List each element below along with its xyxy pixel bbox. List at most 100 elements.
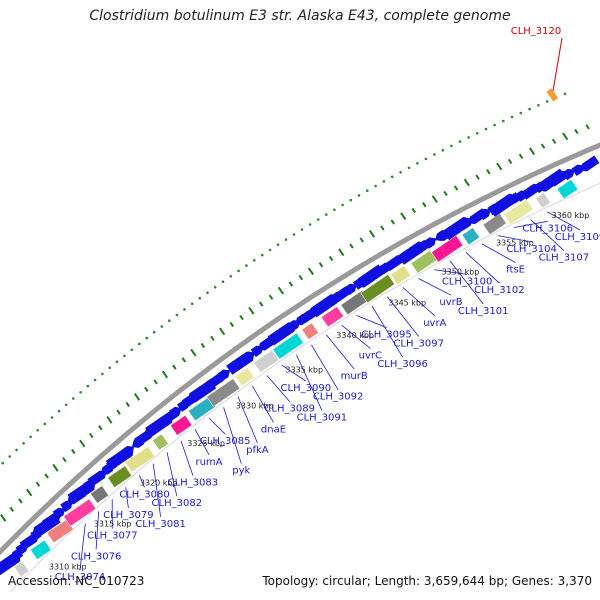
feature-block-shape (90, 485, 110, 504)
track-dot (366, 189, 369, 192)
track-tick (443, 190, 448, 197)
track-dot (484, 127, 488, 131)
label-leader (311, 344, 339, 390)
feature-block (124, 446, 156, 473)
track-tick (190, 348, 197, 357)
track-tick (144, 386, 149, 392)
feature-block (301, 322, 319, 340)
track-tick (307, 267, 314, 276)
gene-label: CLH_3097 (393, 339, 444, 350)
label-leader (326, 334, 355, 370)
track-tick (562, 132, 569, 141)
track-tick (585, 124, 590, 130)
track-dot (160, 325, 164, 328)
inner-guide (9, 182, 600, 593)
track-tick (106, 416, 113, 424)
feature-block (90, 485, 110, 504)
track-tick (338, 248, 345, 257)
gene-arrow (508, 192, 521, 204)
gene-arrow-shape (280, 320, 300, 337)
track-dot (341, 203, 344, 207)
feature-block (320, 306, 345, 328)
gene-label: CLH_3106 (522, 223, 573, 234)
gene-arrow-shape (580, 155, 600, 172)
track-dot (545, 100, 549, 103)
gene-label: CLH_3076 (71, 551, 122, 562)
label-leader (152, 463, 161, 517)
feature-block-shape (253, 349, 280, 373)
feature-block-shape (152, 433, 169, 451)
gene-arrow-shape (100, 463, 114, 475)
gene-arrow-shape (10, 548, 24, 560)
gene-label: pfkA (246, 445, 269, 456)
label-leader (497, 235, 532, 243)
gene-label: CLH_3089 (264, 404, 315, 415)
track-dot (316, 218, 320, 221)
track-tick (349, 243, 354, 249)
track-dot (276, 243, 280, 246)
track-dot (138, 342, 141, 346)
label-leader (514, 220, 548, 228)
gene-label: rumA (195, 457, 222, 468)
gene-arrow (87, 470, 107, 487)
track-dot (115, 360, 119, 364)
track-dot (183, 308, 186, 311)
track-dot (168, 319, 171, 323)
track-tick (172, 364, 177, 370)
gene-arrow (478, 208, 491, 221)
label-leader (371, 305, 403, 358)
gene-arrow-shape (295, 313, 308, 326)
track-tick (161, 370, 169, 379)
gene-label: CLH_3102 (474, 285, 525, 296)
feature-block (30, 539, 52, 560)
track-tick (359, 237, 365, 243)
track-tick (390, 219, 396, 225)
gene-arrow-shape (423, 237, 437, 249)
backbone-line (0, 142, 600, 556)
ruler-label: 3310 kbp (49, 563, 87, 572)
track-dot (458, 140, 462, 143)
gene-label: CLH_3096 (377, 359, 428, 370)
track-dot (333, 208, 336, 212)
track-dot (475, 132, 479, 135)
track-dot (50, 416, 54, 419)
ruler-label: 3355 kbp (496, 239, 534, 248)
track-dot (424, 157, 428, 161)
track-tick (210, 335, 215, 342)
track-tick (486, 169, 491, 175)
track-dot (563, 92, 567, 96)
track-dot (123, 354, 126, 358)
gene-arrow (344, 283, 357, 296)
label-leader (449, 260, 484, 305)
track-dot (284, 238, 288, 241)
ruler-label: 3325 kbp (187, 439, 225, 448)
track-dot (528, 107, 531, 111)
track-dot (450, 144, 453, 148)
track-dot (502, 119, 505, 123)
feature-block (13, 560, 30, 578)
track-tick (79, 439, 86, 448)
track-dot (145, 336, 148, 340)
feature-block (206, 378, 241, 407)
track-dot (190, 302, 194, 306)
gene-label: CLH_3104 (506, 244, 557, 255)
track-tick (453, 185, 459, 191)
gene-label: CLH_3080 (119, 489, 170, 500)
track-dot (416, 162, 419, 165)
track-tick (219, 327, 226, 336)
gene-label: CLH_3090 (281, 383, 332, 394)
gene-arrow (280, 320, 300, 337)
gene-label: CLH_3109 (555, 232, 600, 243)
gene-label: CLH_3101 (458, 306, 509, 317)
track-dot (441, 148, 445, 152)
track-dot (57, 409, 61, 413)
gene-label: CLH_3074 (55, 572, 106, 583)
track-dot (175, 313, 179, 317)
gene-label: uvrB (439, 297, 462, 308)
feature-block-shape (234, 367, 255, 387)
track-dot (8, 455, 11, 458)
track-dot (101, 372, 104, 376)
track-dot (93, 378, 97, 382)
track-tick (239, 314, 244, 321)
track-dot (36, 429, 39, 432)
